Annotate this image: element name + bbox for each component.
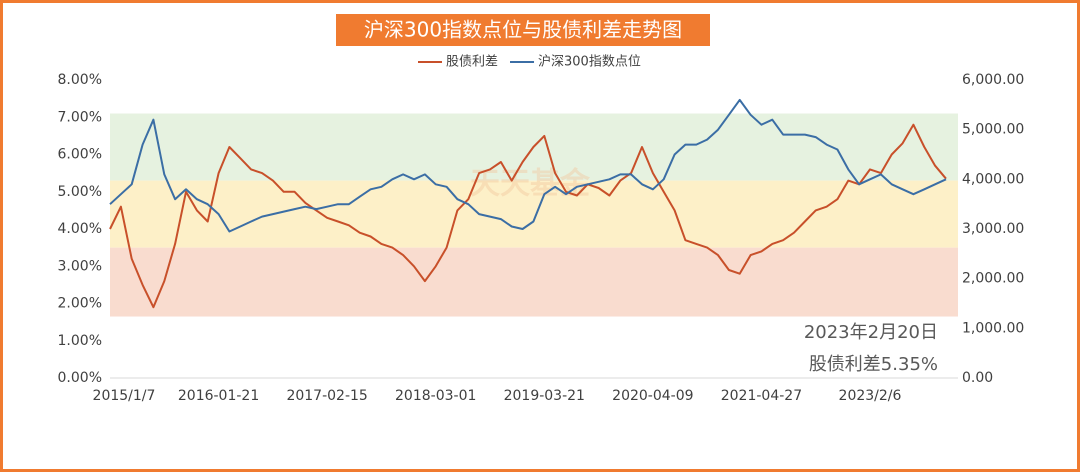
y-tick-label: 0.00%	[58, 370, 102, 386]
x-tick-label: 2020-04-09	[612, 388, 693, 404]
y-tick-label: 8.00%	[58, 72, 102, 88]
annotation: 股债利差5.35%	[809, 354, 938, 375]
y-tick-label: 7.00%	[58, 109, 102, 125]
x-tick-label: 2015/1/7	[93, 388, 156, 404]
y2-tick-label: 1,000.00	[962, 320, 1024, 336]
x-tick-label: 2018-03-01	[395, 388, 476, 404]
x-tick-label: 2021-04-27	[721, 388, 802, 404]
series-line	[109, 123, 947, 309]
band	[110, 247, 958, 317]
y-tick-label: 6.00%	[58, 147, 102, 163]
y2-tick-label: 2,000.00	[962, 271, 1024, 287]
watermark: 天天基金	[470, 167, 591, 202]
y-tick-label: 2.00%	[58, 296, 102, 312]
y2-tick-label: 6,000.00	[962, 72, 1024, 88]
annotation: 2023年2月20日	[804, 322, 938, 343]
title-box	[336, 14, 710, 46]
legend-label: 股债利差	[446, 55, 498, 70]
y2-tick-label: 4,000.00	[962, 171, 1024, 187]
legend-label: 沪深300指数点位	[538, 54, 641, 70]
series-line	[109, 98, 947, 233]
bands	[110, 113, 958, 317]
plot	[109, 98, 947, 309]
y-tick-label: 1.00%	[58, 333, 102, 349]
x-tick-label: 2019-03-21	[504, 388, 585, 404]
x-tick-label: 2023/2/6	[839, 388, 902, 404]
chart-title: 沪深300指数点位与股债利差走势图	[364, 18, 682, 42]
y-tick-label: 4.00%	[58, 221, 102, 237]
y-tick-label: 5.00%	[58, 184, 102, 200]
y2-tick-label: 0.00	[962, 370, 993, 386]
y2-tick-label: 3,000.00	[962, 221, 1024, 237]
y2-tick-label: 5,000.00	[962, 122, 1024, 138]
x-tick-label: 2016-01-21	[178, 388, 259, 404]
annotation-box	[790, 318, 950, 380]
x-tick-label: 2017-02-15	[286, 388, 367, 404]
y-tick-label: 3.00%	[58, 258, 102, 274]
band	[110, 180, 958, 248]
